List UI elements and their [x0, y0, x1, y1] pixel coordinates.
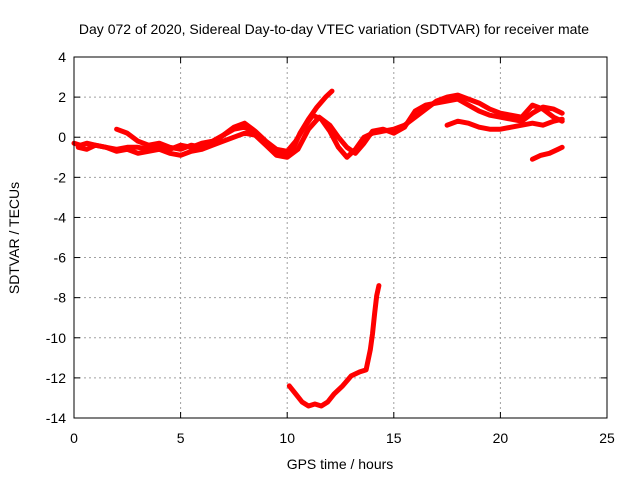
- data-series: [71, 88, 565, 409]
- y-tick-label: -12: [46, 370, 66, 386]
- plot-frame: [73, 56, 608, 419]
- y-tick-label: -10: [46, 330, 66, 346]
- y-tick-label: -4: [54, 209, 67, 225]
- series-line-trace-f: [286, 283, 382, 409]
- x-tick-labels: 0 5 10 15 20 25: [70, 430, 615, 446]
- y-tick-label: 4: [58, 49, 66, 65]
- x-tick-label: 0: [70, 430, 78, 446]
- x-tick-label: 15: [386, 430, 402, 446]
- y-tick-label: -6: [54, 250, 67, 266]
- axis-ticks: [73, 56, 608, 419]
- x-tick-label: 5: [177, 430, 185, 446]
- x-tick-label: 25: [599, 430, 615, 446]
- y-tick-label: -8: [54, 290, 67, 306]
- x-tick-label: 20: [493, 430, 509, 446]
- chart-title: Day 072 of 2020, Sidereal Day-to-day VTE…: [79, 21, 589, 37]
- y-tick-label: 2: [58, 89, 66, 105]
- y-tick-label: 0: [58, 129, 66, 145]
- y-axis-label: SDTVAR / TECUs: [6, 182, 22, 294]
- x-tick-label: 10: [279, 430, 295, 446]
- series-line-trace-d: [444, 116, 565, 132]
- y-tick-labels: 4 2 0 -2 -4 -6 -8 -10 -12 -14: [46, 49, 66, 426]
- y-tick-label: -2: [54, 169, 67, 185]
- x-axis-label: GPS time / hours: [287, 456, 394, 472]
- y-tick-label: -14: [46, 410, 66, 426]
- series-line-trace-e: [529, 144, 565, 162]
- series-line-trace-c: [114, 92, 565, 160]
